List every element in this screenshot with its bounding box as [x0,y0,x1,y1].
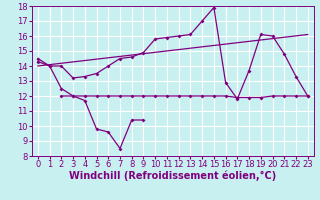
X-axis label: Windchill (Refroidissement éolien,°C): Windchill (Refroidissement éolien,°C) [69,171,276,181]
